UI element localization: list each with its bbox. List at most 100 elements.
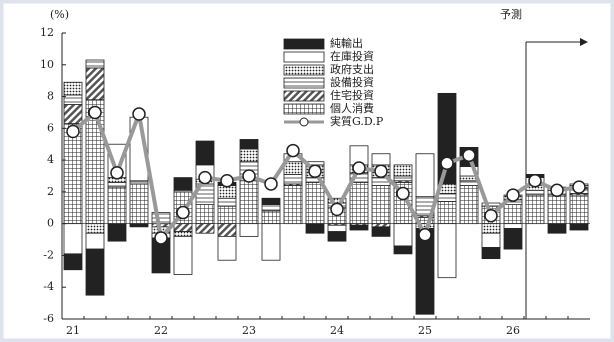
gdp-marker (352, 161, 366, 175)
legend-label: 個人消費 (330, 101, 374, 115)
y-tick-label: -2 (43, 248, 54, 261)
bar-segment (349, 181, 369, 225)
bar-segment (129, 180, 149, 185)
bar-segment (151, 212, 171, 225)
gdp-marker (66, 124, 80, 139)
bar-segment (437, 92, 457, 185)
gdp-marker (286, 143, 300, 158)
legend-swatch (283, 77, 325, 89)
bar-segment (547, 194, 567, 225)
gdp-marker (572, 180, 586, 194)
bar-segment (63, 104, 83, 124)
bar-segment (437, 201, 457, 225)
bar-segment (327, 224, 347, 233)
bar-segment (547, 223, 567, 234)
gdp-marker (242, 169, 256, 183)
y-tick-label: -4 (43, 280, 54, 293)
legend-swatch (283, 51, 325, 63)
legend-swatch (283, 90, 325, 102)
gdp-marker (308, 164, 322, 178)
bar-segment (85, 223, 105, 234)
bar-segment (239, 223, 259, 237)
bar-segment (173, 231, 193, 237)
gdp-marker (440, 156, 454, 171)
legend-label: 純輸出 (330, 36, 363, 50)
bar-segment (173, 177, 193, 191)
bar-segment (85, 59, 105, 69)
bar-segment (503, 228, 523, 250)
bar-segment (173, 223, 193, 233)
y-tick-label: -6 (43, 312, 54, 325)
gdp-marker (396, 186, 410, 201)
gdp-marker (462, 148, 476, 163)
gdp-marker (88, 105, 102, 120)
plot (62, 59, 590, 315)
bar-segment (283, 174, 303, 185)
bar-segment (239, 148, 259, 163)
gdp-marker (132, 107, 146, 121)
bar-segment (107, 186, 127, 225)
bar-segment (283, 185, 303, 225)
gdp-marker (550, 183, 564, 198)
bar-segment (569, 194, 589, 225)
bar-segment (371, 185, 391, 225)
bar-segment (437, 223, 457, 279)
bar-segment (503, 223, 523, 229)
bar-segment (481, 232, 501, 248)
x-tick-label: 21 (66, 324, 80, 337)
bar-segment (239, 139, 259, 150)
bar-segment (371, 153, 391, 166)
legend-label: 実質G.D.P (330, 114, 384, 128)
bar-segment (129, 223, 149, 228)
bar-segment (195, 223, 215, 234)
bar-segment (173, 235, 193, 275)
x-tick-label: 23 (242, 324, 256, 337)
bar-segment (107, 223, 127, 242)
bar-segment (481, 223, 501, 234)
bar-segment (217, 197, 237, 207)
bar-segment (217, 223, 237, 237)
bar-segment (393, 245, 413, 255)
x-tick-label: 26 (506, 324, 520, 337)
y-tick-label: 2 (47, 185, 54, 198)
gdp-marker (484, 208, 498, 223)
bar-segment (85, 67, 105, 101)
bar-segment (459, 180, 479, 186)
y-tick-label: 6 (47, 121, 54, 134)
gdp-marker (176, 205, 190, 220)
bar-segment (569, 223, 589, 231)
forecast-label: 予測 (500, 7, 522, 21)
bar-segment (107, 181, 127, 188)
y-tick-label: 4 (47, 153, 54, 166)
y-tick-label: 8 (47, 90, 54, 103)
bar-segment (261, 204, 281, 212)
legend-label: 政府支出 (330, 62, 374, 76)
unit-label: (%) (50, 8, 69, 21)
bar-segment (151, 223, 171, 228)
y-tick-label: 10 (40, 58, 54, 71)
bar-segment (503, 204, 523, 225)
gdp-marker (506, 188, 520, 202)
bar-segment (481, 247, 501, 260)
gdp-marker (330, 202, 344, 217)
x-tick-label: 24 (330, 324, 344, 337)
bar-segment (261, 210, 281, 225)
bar-segment (63, 223, 83, 255)
legend-label: 在庫投資 (330, 49, 374, 63)
gdp-marker (264, 177, 278, 191)
bar-segment (217, 205, 237, 225)
y-tick-label: 0 (47, 217, 54, 230)
bar-segment (63, 81, 83, 96)
bar-segment (525, 189, 545, 196)
legend-marker (299, 117, 309, 127)
bar-segment (371, 223, 391, 228)
bar-segment (129, 183, 149, 225)
bar-segment (63, 253, 83, 271)
legend-label: 住宅投資 (330, 88, 374, 102)
gdp-marker (154, 231, 168, 245)
bar-segment (415, 153, 435, 198)
y-tick-label: 12 (40, 26, 54, 39)
bar-segment (305, 181, 325, 225)
